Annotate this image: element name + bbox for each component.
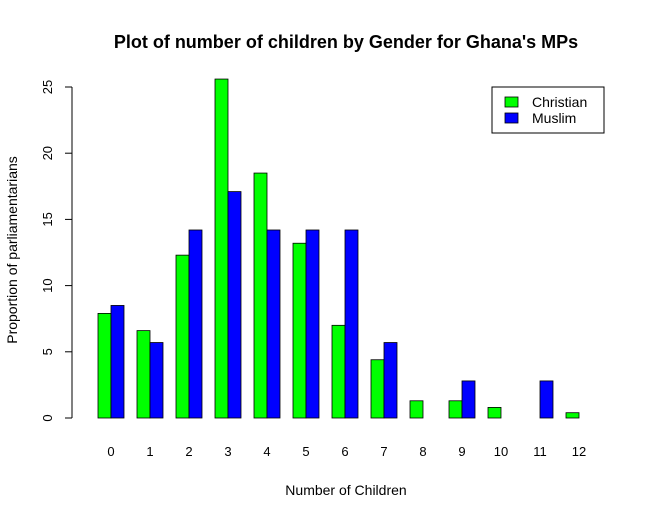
y-axis-label: Proportion of parliamentarians <box>4 156 20 344</box>
x-tick-label: 2 <box>185 444 192 459</box>
x-tick-label: 6 <box>341 444 348 459</box>
bar-muslim-11 <box>539 380 554 419</box>
bar-muslim-7 <box>383 342 398 419</box>
x-tick-label: 10 <box>494 444 508 459</box>
x-tick-label: 3 <box>224 444 231 459</box>
y-axis: 0 5 10 15 20 25 <box>40 80 73 422</box>
bar-muslim-6 <box>344 229 359 419</box>
y-tick-label: 0 <box>40 414 55 421</box>
x-tick-label: 5 <box>302 444 309 459</box>
bar-christian-3 <box>214 78 229 419</box>
bar-christian-6 <box>331 324 346 419</box>
bar-christian-0 <box>97 313 112 419</box>
x-tick-label: 0 <box>107 444 114 459</box>
legend-box <box>491 86 605 134</box>
x-tick-label: 9 <box>458 444 465 459</box>
x-tick-label: 4 <box>263 444 270 459</box>
legend-swatch-christian <box>504 96 519 108</box>
y-tick-label: 20 <box>40 146 55 160</box>
bar-christian-5 <box>292 242 307 419</box>
x-tick-label: 11 <box>533 444 547 459</box>
x-tick-label: 7 <box>380 444 387 459</box>
y-tick-label: 15 <box>40 212 55 226</box>
bar-christian-9 <box>448 400 463 419</box>
chart-title: Plot of number of children by Gender for… <box>114 32 578 52</box>
bar-christian-2 <box>175 254 190 419</box>
bar-muslim-0 <box>110 305 125 419</box>
bar-christian-10 <box>487 407 502 419</box>
bar-muslim-4 <box>266 229 281 419</box>
bars-group <box>97 78 580 419</box>
bar-christian-12 <box>565 412 580 419</box>
legend-label-christian: Christian <box>532 94 587 110</box>
x-tick-label: 12 <box>572 444 586 459</box>
bar-muslim-1 <box>149 342 164 419</box>
x-tick-label: 8 <box>419 444 426 459</box>
bar-christian-8 <box>409 400 424 419</box>
x-tick-labels: 0 1 2 3 4 5 6 7 8 9 10 11 12 <box>107 444 586 459</box>
legend-label-muslim: Muslim <box>532 110 576 126</box>
bar-christian-4 <box>253 172 268 419</box>
bar-christian-1 <box>136 330 151 419</box>
bar-muslim-3 <box>227 191 242 419</box>
x-tick-label: 1 <box>146 444 153 459</box>
bar-muslim-5 <box>305 229 320 419</box>
y-tick-label: 5 <box>40 348 55 355</box>
y-tick-label: 25 <box>40 80 55 94</box>
y-tick-label: 10 <box>40 278 55 292</box>
bar-christian-7 <box>370 359 385 419</box>
bar-muslim-2 <box>188 229 203 419</box>
x-axis-label: Number of Children <box>285 482 406 498</box>
legend-swatch-muslim <box>504 112 519 124</box>
bar-muslim-9 <box>461 380 476 419</box>
